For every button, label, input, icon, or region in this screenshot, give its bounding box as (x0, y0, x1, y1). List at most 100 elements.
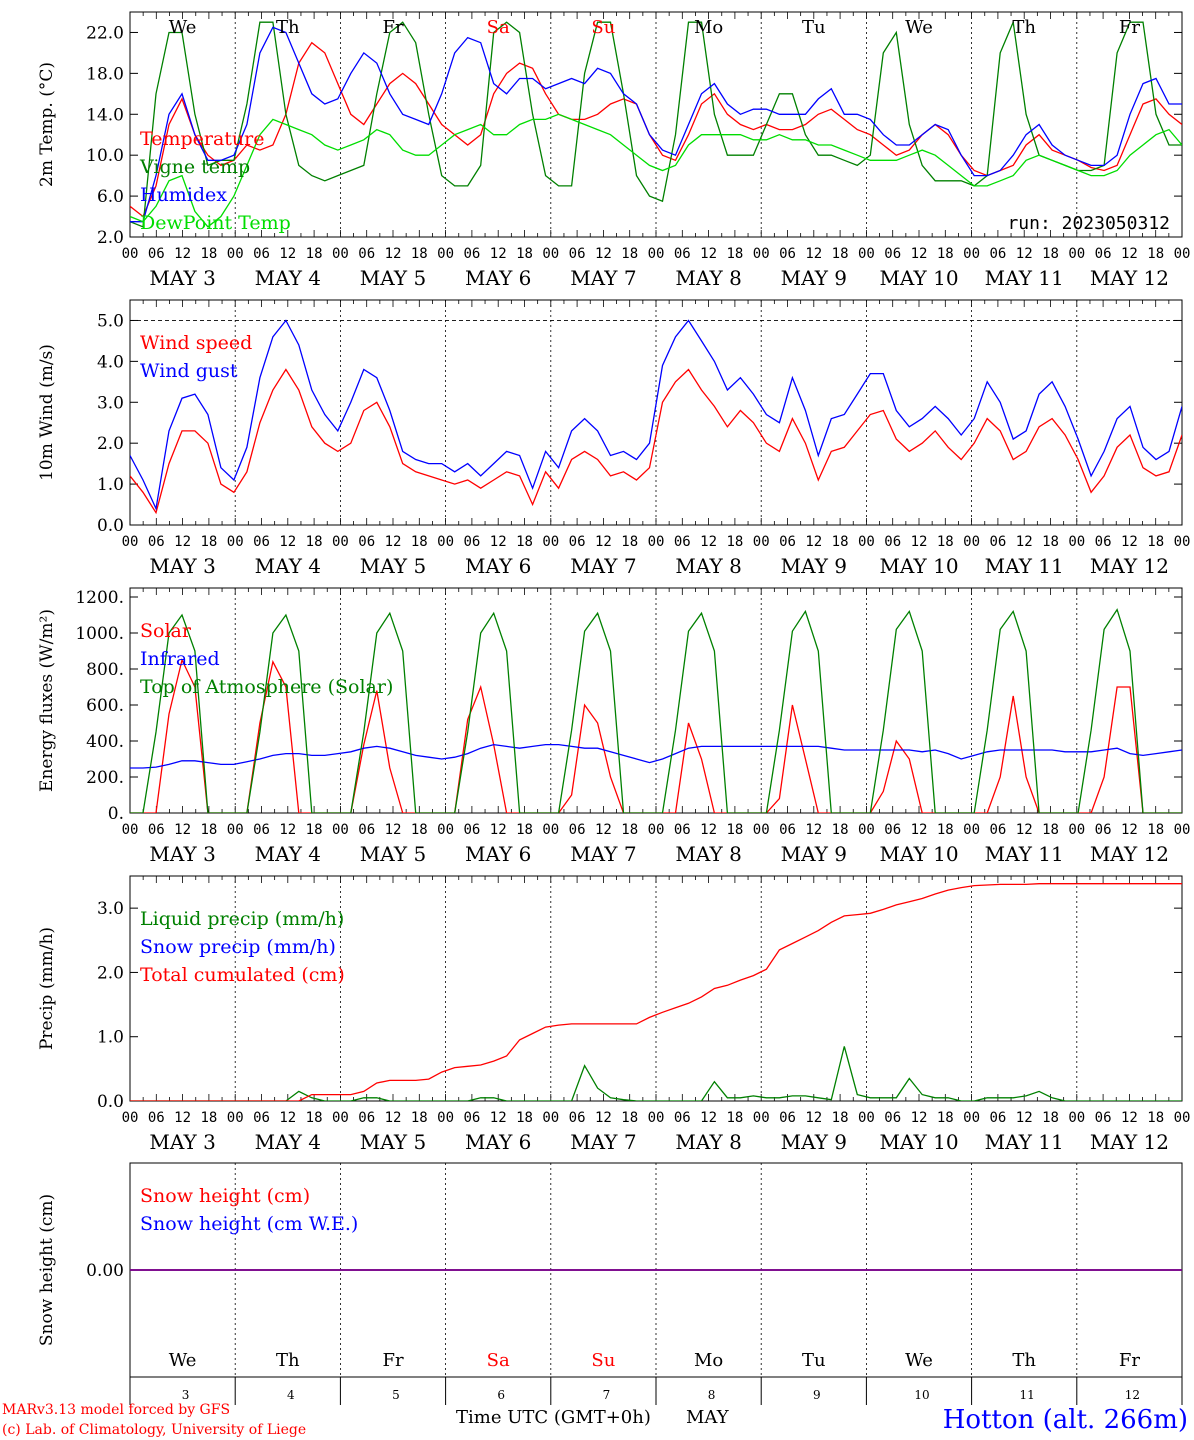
date-label: MAY 3 (149, 266, 215, 290)
series-dewpoint-temp (130, 113, 1182, 228)
panel-wind (129, 299, 1183, 526)
date-label: MAY 5 (360, 266, 426, 290)
date-label: MAY 7 (570, 266, 636, 290)
date-label: MAY 5 (360, 842, 426, 866)
date-label: MAY 4 (255, 1130, 321, 1154)
hour-label: 00 (122, 1110, 139, 1126)
hour-label: 12 (490, 1110, 507, 1126)
date-label: MAY 8 (675, 1130, 741, 1154)
hour-label: 18 (516, 246, 533, 262)
hour-label: 12 (1016, 534, 1033, 550)
y-tick-label: 5.0 (97, 311, 124, 331)
hour-label: 18 (200, 246, 217, 262)
hour-label: 18 (306, 534, 323, 550)
hour-label: 06 (1095, 246, 1112, 262)
hour-label: 06 (989, 246, 1006, 262)
series-vigne-temp (130, 19, 1182, 228)
series-temperature (130, 41, 1182, 218)
hour-label: 12 (595, 822, 612, 838)
date-label: MAY 3 (149, 1130, 215, 1154)
date-label: MAY 11 (985, 554, 1064, 578)
y-tick-label: 2.0 (97, 963, 124, 983)
hour-label: 06 (1095, 534, 1112, 550)
hour-label: 18 (726, 822, 743, 838)
hour-label: 12 (805, 822, 822, 838)
hour-label: 18 (1147, 246, 1164, 262)
hour-label: 06 (989, 1110, 1006, 1126)
hour-label: 00 (753, 246, 770, 262)
y-tick-label: 14.0 (86, 105, 124, 125)
legend-snow-precip-mm-h-: Snow precip (mm/h) (140, 936, 336, 958)
y-tick-label: 6.0 (97, 187, 124, 207)
date-label: MAY 9 (781, 842, 847, 866)
y-axis-label: Snow height (cm) (37, 1194, 57, 1346)
weekday-label-bottom: Fr (1119, 1350, 1140, 1371)
hour-label: 18 (306, 246, 323, 262)
hour-label: 12 (911, 822, 928, 838)
hour-label: 06 (569, 534, 586, 550)
lab-credit: (c) Lab. of Climatology, University of L… (2, 1422, 306, 1438)
run-label: run: 2023050312 (1007, 213, 1170, 234)
date-label: MAY 4 (255, 266, 321, 290)
series-total-cumulated-cm- (130, 883, 1182, 1101)
series-solar (130, 658, 1182, 813)
legend-solar: Solar (140, 620, 192, 642)
y-tick-label: 0. (108, 804, 124, 824)
date-label: MAY 10 (879, 842, 958, 866)
y-tick-label: 18.0 (86, 64, 124, 84)
legend-total-cumulated-cm-: Total cumulated (cm) (140, 964, 345, 986)
hour-label: 00 (858, 246, 875, 262)
legend-wind-speed: Wind speed (140, 332, 252, 354)
weekday-label-bottom: Sa (487, 1350, 510, 1371)
hour-label: 00 (332, 246, 349, 262)
day-number: 4 (287, 1388, 295, 1402)
hour-label: 06 (674, 246, 691, 262)
hour-label: 00 (542, 246, 559, 262)
date-label: MAY 9 (781, 266, 847, 290)
date-label: MAY 5 (360, 1130, 426, 1154)
date-label: MAY 6 (465, 842, 531, 866)
hour-label: 00 (648, 1110, 665, 1126)
y-tick-label: 22.0 (86, 23, 124, 43)
hour-label: 18 (411, 246, 428, 262)
y-axis-label: 2m Temp. (°C) (37, 62, 57, 187)
series-liquid-precip-mm-h- (130, 1046, 1182, 1101)
hour-label: 18 (726, 534, 743, 550)
series-humidex (130, 26, 1182, 223)
date-label: MAY 8 (675, 554, 741, 578)
hour-label: 12 (385, 534, 402, 550)
hour-label: 18 (516, 534, 533, 550)
hour-label: 06 (463, 822, 480, 838)
hour-label: 00 (648, 534, 665, 550)
weekday-label-top: Tu (802, 17, 826, 38)
date-label: MAY 3 (149, 842, 215, 866)
weekday-label-top: Fr (382, 17, 403, 38)
hour-label: 06 (253, 534, 270, 550)
hour-label: 12 (1121, 1110, 1138, 1126)
hour-label: 06 (1095, 822, 1112, 838)
day-number: 9 (813, 1388, 821, 1402)
y-tick-label: 3.0 (97, 393, 124, 413)
hour-label: 18 (200, 1110, 217, 1126)
hour-label: 12 (490, 246, 507, 262)
date-label: MAY 7 (570, 842, 636, 866)
hour-label: 12 (279, 822, 296, 838)
hour-label: 18 (1042, 534, 1059, 550)
series-top-of-atmosphere-solar- (130, 608, 1182, 813)
date-label: MAY 11 (985, 266, 1064, 290)
date-label: MAY 6 (465, 1130, 531, 1154)
date-label: MAY 4 (255, 554, 321, 578)
legend-top-of-atmosphere-solar-: Top of Atmosphere (Solar) (140, 676, 393, 698)
legend-vigne-temp: Vigne temp (139, 156, 250, 178)
hour-label: 12 (174, 822, 191, 838)
hour-label: 06 (569, 822, 586, 838)
weekday-label-bottom: Su (591, 1350, 615, 1371)
date-label: MAY 11 (985, 842, 1064, 866)
hour-label: 00 (963, 1110, 980, 1126)
hour-label: 18 (726, 246, 743, 262)
y-tick-label: 3.0 (97, 899, 124, 919)
hour-label: 00 (963, 246, 980, 262)
hour-label: 00 (1174, 246, 1191, 262)
hour-label: 06 (358, 822, 375, 838)
weekday-label-top: We (905, 17, 933, 38)
